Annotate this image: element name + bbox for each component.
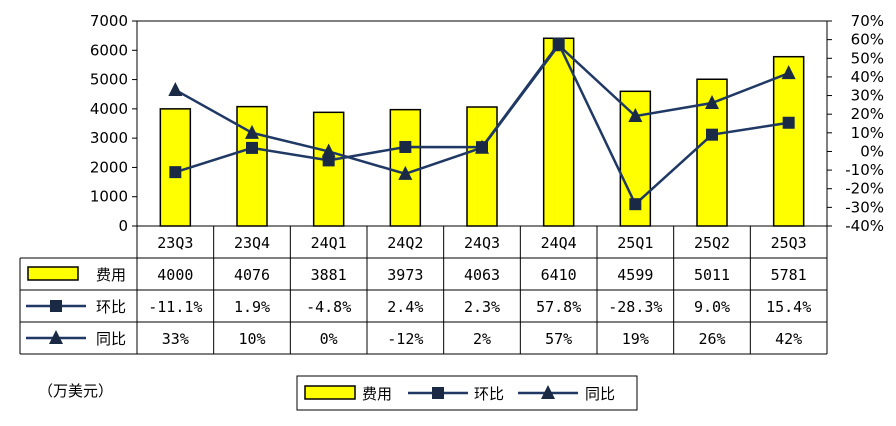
bar-fee xyxy=(236,105,268,227)
mom-point xyxy=(476,141,488,154)
table-row-label: 同比 xyxy=(96,330,126,348)
data-label: 33% xyxy=(162,330,189,348)
data-label: 6410 xyxy=(541,266,577,284)
y-tick-label: 6000 xyxy=(90,41,128,59)
data-label: -12% xyxy=(387,330,423,348)
y2-tick-label: -40% xyxy=(845,217,884,235)
x-tick-label: 23Q4 xyxy=(234,234,270,252)
y2-tick-label: -20% xyxy=(845,180,884,198)
yoy-point xyxy=(705,95,719,109)
data-label: 15.4% xyxy=(766,298,811,316)
y2-tick-label: 30% xyxy=(851,87,884,105)
plot-area: 7000 6000 5000 4000 3000 2000 1000 0 70%60%50%40… xyxy=(90,12,884,235)
x-tick-label: 24Q2 xyxy=(387,234,423,252)
x-tick-label: 25Q3 xyxy=(771,234,807,252)
x-tick-label: 25Q1 xyxy=(617,234,653,252)
y-tick-label: 0 xyxy=(118,217,128,235)
x-tick-label: 23Q3 xyxy=(157,234,193,252)
y-tick-label: 3000 xyxy=(90,129,128,147)
data-label: 57% xyxy=(545,330,572,348)
mom-point xyxy=(629,198,642,211)
y2-tick-label: 10% xyxy=(851,124,884,142)
yoy-point xyxy=(628,108,643,123)
data-label: 4076 xyxy=(234,266,270,284)
mom-point xyxy=(246,141,258,154)
mom-point xyxy=(706,128,718,141)
y-tick-label: 4000 xyxy=(90,100,128,118)
y2-tick-label: 60% xyxy=(851,31,884,49)
y2-tick-label: 20% xyxy=(851,105,884,123)
table-key-marker xyxy=(49,330,63,344)
data-label: 1.9% xyxy=(234,298,270,316)
data-label: 5781 xyxy=(771,266,807,284)
data-label: 2.4% xyxy=(387,298,423,316)
yoy-point xyxy=(781,65,796,80)
y-tick-label: 5000 xyxy=(90,71,128,89)
bar-fee xyxy=(312,111,345,227)
bar-fee xyxy=(772,55,805,227)
data-label: 4000 xyxy=(157,266,193,284)
bar-fee xyxy=(466,106,498,227)
data-label: 0% xyxy=(320,330,338,348)
data-label: -11.1% xyxy=(148,298,202,316)
legend-label: 同比 xyxy=(585,385,615,403)
mom-point xyxy=(782,116,795,129)
y-tick-label: 1000 xyxy=(90,188,128,206)
legend-key-marker xyxy=(541,385,555,399)
x-tick-label: 24Q1 xyxy=(311,234,347,252)
yoy-point xyxy=(168,81,183,96)
unit-label: （万美元） xyxy=(38,382,113,400)
data-label: -4.8% xyxy=(306,298,351,316)
x-tick-label: 25Q2 xyxy=(694,234,730,252)
data-label: 2.3% xyxy=(464,298,500,316)
legend-key-marker xyxy=(432,387,444,399)
data-label: 19% xyxy=(622,330,649,348)
data-label: 10% xyxy=(238,330,265,348)
data-label: 2% xyxy=(473,330,491,348)
y2-tick-label: 50% xyxy=(851,49,884,67)
table-row-label: 费用 xyxy=(96,266,126,284)
yoy-point xyxy=(245,124,259,139)
data-label: 4063 xyxy=(464,266,500,284)
data-label: 42% xyxy=(775,330,802,348)
y-tick-label: 2000 xyxy=(90,158,128,176)
mom-point xyxy=(399,140,412,153)
yoy-point xyxy=(321,143,336,158)
data-label: 57.8% xyxy=(536,298,581,316)
data-label: 5011 xyxy=(694,266,730,284)
data-label: 26% xyxy=(698,330,725,348)
legend-label: 环比 xyxy=(474,385,504,403)
mom-point xyxy=(322,154,335,167)
mom-point xyxy=(169,166,182,179)
bar-fee xyxy=(542,37,575,227)
y2-tick-label: -10% xyxy=(845,161,884,179)
data-label: -28.3% xyxy=(608,298,662,316)
data-label: 4599 xyxy=(617,266,653,284)
yoy-point xyxy=(398,165,413,180)
y2-tick-label: 70% xyxy=(851,12,884,30)
table-key-bar xyxy=(27,266,79,281)
data-label: 3973 xyxy=(387,266,423,284)
y2-tick-label: 40% xyxy=(851,68,884,86)
table-key-marker xyxy=(50,300,62,312)
legend-key-bar xyxy=(304,385,356,400)
legend: 费用 环比 同比 xyxy=(296,375,638,411)
x-tick-label: 24Q4 xyxy=(541,234,577,252)
data-label: 3881 xyxy=(311,266,347,284)
y-tick-label: 7000 xyxy=(90,12,128,30)
data-table: 23Q3 23Q4 24Q1 24Q2 24Q3 24Q4 25Q1 25Q2 25Q3 费用 40… xyxy=(19,225,828,355)
y2-tick-label: 0% xyxy=(860,142,884,160)
mom-point xyxy=(552,37,565,50)
legend-label: 费用 xyxy=(362,385,392,403)
y2-tick-label: -30% xyxy=(845,198,884,216)
x-tick-label: 24Q3 xyxy=(464,234,500,252)
table-row-label: 环比 xyxy=(96,298,126,316)
data-label: 9.0% xyxy=(694,298,730,316)
